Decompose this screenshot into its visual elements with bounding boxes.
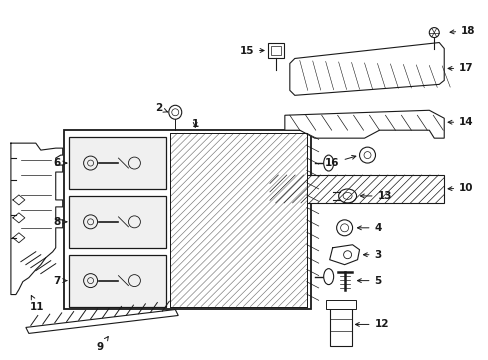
Ellipse shape: [323, 155, 333, 171]
Text: 9: 9: [97, 337, 108, 352]
Text: 11: 11: [29, 296, 44, 311]
Text: 7: 7: [53, 276, 66, 285]
Text: 13: 13: [360, 191, 391, 201]
Bar: [267, 42, 283, 58]
Bar: [329, 305, 351, 346]
Text: 6: 6: [53, 158, 66, 168]
Text: 12: 12: [355, 319, 388, 329]
Bar: [170, 133, 306, 306]
Ellipse shape: [323, 269, 333, 285]
Bar: [63, 130, 310, 310]
Bar: [325, 300, 355, 310]
Polygon shape: [26, 310, 178, 333]
Text: 3: 3: [363, 250, 381, 260]
Text: 18: 18: [449, 26, 475, 36]
Bar: [68, 137, 166, 189]
Text: 10: 10: [447, 183, 473, 193]
Text: 17: 17: [447, 63, 473, 73]
Text: 15: 15: [239, 45, 264, 55]
Text: 2: 2: [155, 103, 167, 113]
Bar: [68, 255, 166, 306]
Polygon shape: [289, 42, 443, 95]
Text: 8: 8: [53, 217, 66, 227]
Bar: [68, 196, 166, 248]
Text: 14: 14: [447, 117, 473, 127]
Polygon shape: [285, 110, 443, 138]
Text: 16: 16: [325, 156, 355, 168]
Text: 4: 4: [357, 223, 381, 233]
Bar: [269, 175, 443, 203]
Text: 1: 1: [191, 119, 199, 129]
Bar: [170, 133, 306, 306]
Bar: [270, 45, 280, 55]
Text: 5: 5: [357, 276, 381, 285]
